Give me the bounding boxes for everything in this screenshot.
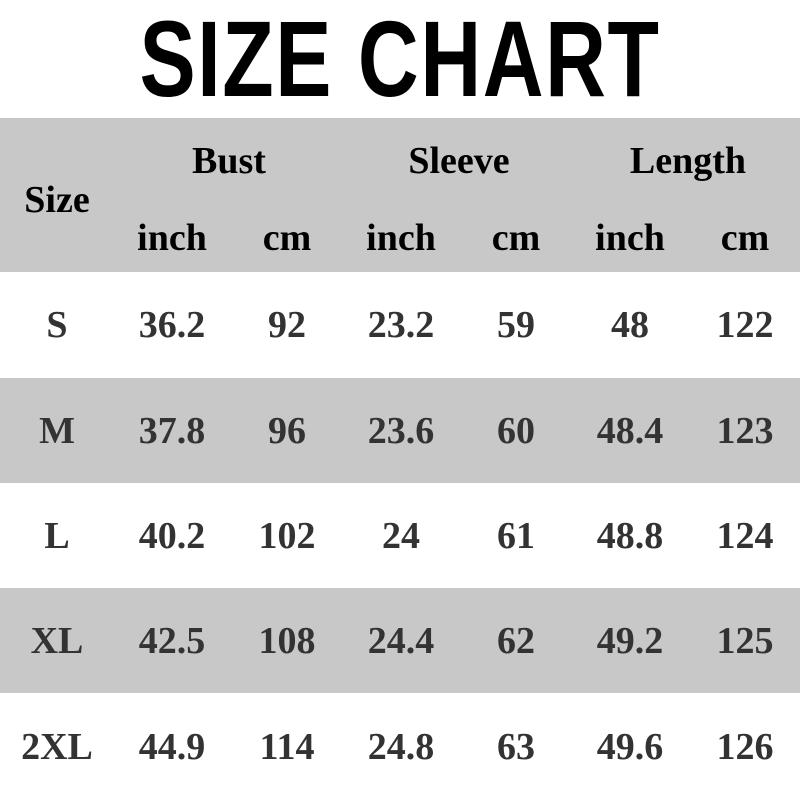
table-cell: 44.9 [138, 725, 206, 768]
table-cell: 48.8 [596, 514, 664, 557]
table-cell: 60 [497, 409, 535, 452]
title-text: SIZE CHART [139, 0, 661, 119]
table-cell: 48 [611, 304, 649, 346]
table-cell: 23.6 [367, 409, 435, 452]
size-chart-title: SIZE CHART [0, 0, 800, 118]
table-cell: 61 [497, 514, 535, 557]
table-cell: 37.8 [138, 409, 206, 452]
header-unit: inch [366, 217, 436, 259]
table-cell: 59 [497, 304, 535, 346]
header-unit: inch [137, 217, 207, 259]
table-cell: 96 [268, 409, 306, 452]
table-cell: 63 [497, 725, 535, 768]
table-cell: 23.2 [367, 304, 435, 346]
header-sleeve: Sleeve [408, 140, 510, 182]
table-cell: 122 [716, 304, 774, 346]
table-cell: 42.5 [138, 619, 206, 662]
table-cell: 24.8 [367, 725, 435, 768]
size-label: M [39, 409, 75, 452]
table-row: XL 42.5 108 24.4 62 49.2 125 [0, 588, 800, 693]
table-cell: 24.4 [367, 619, 435, 662]
header-unit: cm [491, 217, 541, 259]
size-label: 2XL [21, 725, 93, 768]
size-label: S [46, 304, 68, 346]
size-label: XL [30, 619, 84, 662]
table-header: Size Bust Sleeve Length inch cm inch cm … [0, 118, 800, 272]
table-cell: 40.2 [138, 514, 206, 557]
table-cell: 92 [268, 304, 306, 346]
table-cell: 114 [259, 725, 315, 768]
size-label: L [44, 514, 70, 557]
table-row: S 36.2 92 23.2 59 48 122 [0, 272, 800, 378]
table-cell: 49.2 [596, 619, 664, 662]
table-cell: 36.2 [138, 304, 206, 346]
header-unit: inch [595, 217, 665, 259]
table-row: M 37.8 96 23.6 60 48.4 123 [0, 378, 800, 483]
header-length: Length [629, 140, 747, 182]
table-row: 2XL 44.9 114 24.8 63 49.6 126 [0, 693, 800, 800]
table-cell: 24 [382, 514, 420, 557]
table-cell: 49.6 [596, 725, 664, 768]
table-cell: 124 [716, 514, 774, 557]
table-row: L 40.2 102 24 61 48.8 124 [0, 483, 800, 588]
header-unit: cm [720, 217, 770, 259]
table-cell: 102 [258, 514, 316, 557]
table-cell: 126 [716, 725, 774, 768]
table-cell: 125 [716, 619, 774, 662]
header-size: Size [24, 179, 90, 221]
header-bust: Bust [192, 140, 266, 182]
header-unit: cm [262, 217, 312, 259]
table-cell: 108 [258, 619, 316, 662]
table-cell: 62 [497, 619, 535, 662]
table-cell: 48.4 [596, 409, 664, 452]
table-cell: 123 [716, 409, 774, 452]
